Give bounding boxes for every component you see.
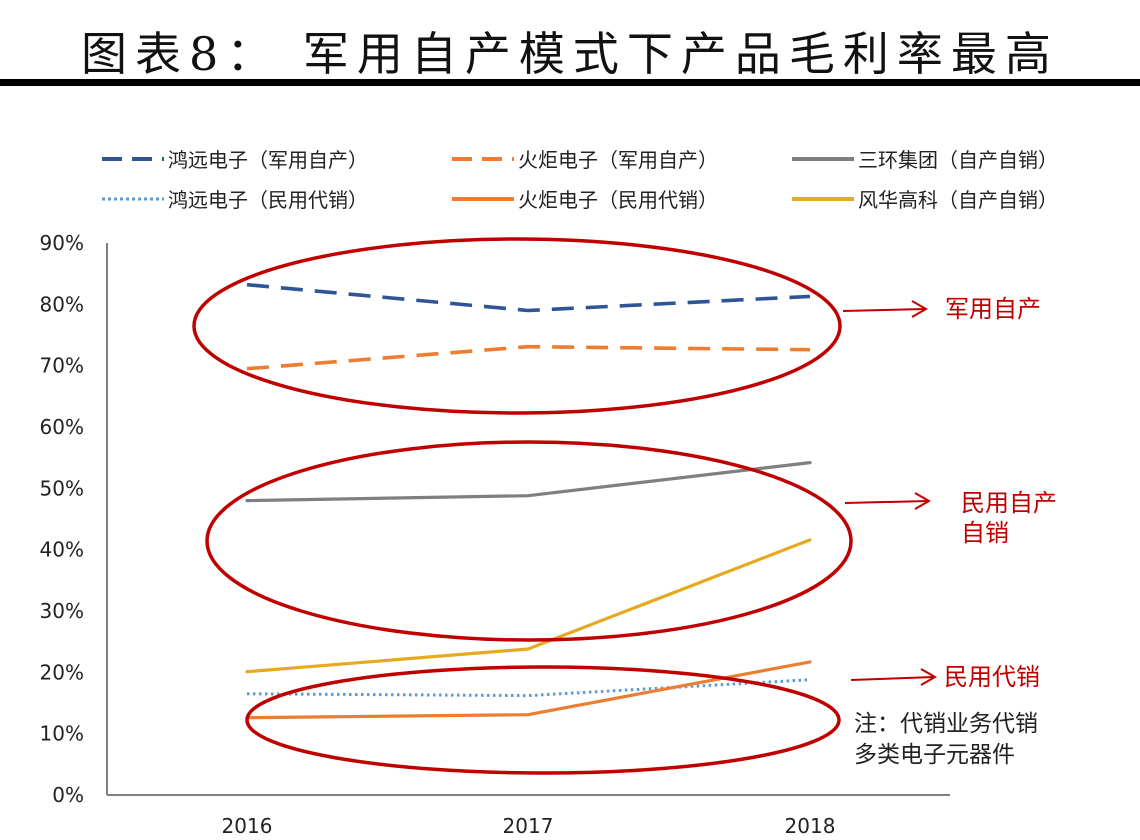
legend-item-hongyuan-military: 鸿远电子（军用自产）	[100, 144, 368, 173]
arrow-civil-agency-icon	[850, 668, 938, 686]
legend-label: 鸿远电子（军用自产）	[168, 148, 368, 172]
y-tick-label: 0%	[52, 783, 84, 807]
civil-agency-highlight-ellipse	[245, 665, 841, 775]
y-tick-label: 80%	[40, 292, 84, 316]
military-highlight-ellipse	[192, 237, 842, 415]
y-tick-label: 60%	[40, 415, 84, 439]
chart-series	[245, 282, 812, 720]
legend-item-huoju-military: 火炬电子（军用自产）	[450, 144, 718, 173]
y-tick-label: 10%	[40, 722, 84, 746]
note-line2: 多类电子元器件	[854, 742, 1015, 768]
legend-label: 火炬电子（民用代销）	[518, 188, 718, 212]
chart-legend: 鸿远电子（军用自产） 火炬电子（军用自产） 三环集团（自产自销） 鸿远电子（民用…	[100, 140, 1100, 220]
note-line1: 注：代销业务代销	[854, 711, 1038, 737]
legend-item-hongyuan-civil: 鸿远电子（民用代销）	[100, 184, 368, 213]
legend-swatch-solid-gray-icon	[792, 156, 854, 161]
legend-label: 鸿远电子（民用代销）	[168, 188, 368, 212]
series-line-5	[245, 538, 812, 674]
series-line-0	[246, 282, 811, 313]
y-tick-label: 50%	[40, 476, 84, 500]
y-tick-label: 40%	[40, 538, 84, 562]
legend-label: 风华高科（自产自销）	[858, 188, 1058, 212]
legend-swatch-dotted-lightblue-icon	[102, 197, 164, 200]
title-divider	[0, 79, 1140, 86]
annotation-civil-self-line1: 民用自产	[961, 489, 1057, 517]
x-tick-label: 2016	[222, 814, 273, 838]
legend-swatch-solid-gold-icon	[792, 196, 854, 201]
legend-item-huoju-civil: 火炬电子（民用代销）	[450, 184, 718, 213]
annotation-military: 军用自产	[945, 295, 1041, 323]
y-tick-label: 90%	[40, 231, 84, 255]
y-tick-label: 70%	[40, 354, 84, 378]
arrow-civil-self-icon	[844, 492, 932, 510]
series-line-1	[246, 344, 811, 371]
y-tick-label: 20%	[40, 660, 84, 684]
series-line-2	[245, 461, 812, 503]
highlight-overlays	[192, 237, 938, 775]
chart-title: 图表8： 军用自产模式下产品毛利率最高	[81, 27, 1059, 81]
x-tick-label: 2017	[503, 814, 554, 838]
annotation-civil-agency: 民用代销	[944, 663, 1040, 691]
legend-swatch-dashed-blue-icon	[102, 156, 164, 161]
civil-self-highlight-ellipse	[205, 440, 853, 642]
legend-label: 火炬电子（军用自产）	[518, 148, 718, 172]
series-line-4	[245, 660, 812, 720]
annotation-civil-self-line2: 自销	[961, 519, 1009, 547]
legend-swatch-solid-orange-icon	[452, 196, 514, 201]
y-tick-label: 30%	[40, 599, 84, 623]
x-tick-label: 2018	[785, 814, 836, 838]
legend-swatch-dashed-orange-icon	[452, 156, 514, 161]
chart-axes: 0% 10% 20% 30% 40% 50% 60% 70% 80% 90% 2016 2017 201…	[40, 231, 950, 838]
arrow-military-icon	[842, 300, 929, 318]
legend-item-sanhuan: 三环集团（自产自销）	[790, 144, 1058, 173]
legend-label: 三环集团（自产自销）	[858, 148, 1058, 172]
series-line-3	[246, 678, 811, 698]
legend-item-fenghua: 风华高科（自产自销）	[790, 184, 1058, 213]
